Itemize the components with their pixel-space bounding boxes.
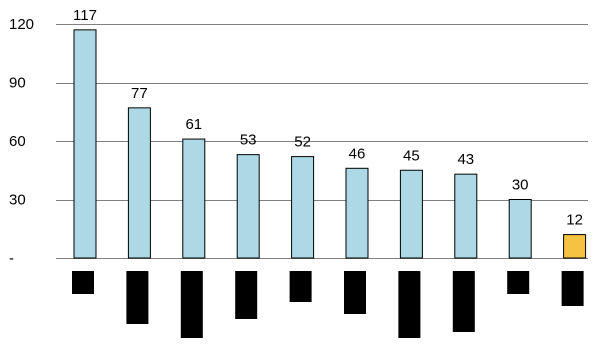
- redacted-category-label: [126, 271, 149, 324]
- bar: [399, 169, 423, 259]
- y-tick-label: 90: [9, 75, 26, 92]
- data-label: 46: [349, 145, 366, 162]
- bar: [508, 199, 532, 259]
- data-label: 52: [294, 134, 311, 151]
- redacted-category-label: [507, 271, 530, 294]
- redacted-category-label: [344, 271, 366, 314]
- redacted-category-label: [72, 271, 94, 294]
- data-label: 12: [566, 212, 583, 229]
- bar: [182, 138, 206, 259]
- redacted-category-label: [235, 271, 258, 319]
- data-label: 30: [512, 177, 529, 194]
- bar: [454, 173, 478, 259]
- bar: [127, 107, 151, 259]
- y-tick-label: 30: [9, 192, 26, 209]
- data-label: 117: [73, 7, 97, 24]
- data-label: 61: [185, 116, 202, 133]
- bar: [236, 154, 260, 259]
- redacted-category-label: [180, 271, 203, 338]
- bar: [73, 29, 97, 259]
- bar: [291, 156, 315, 259]
- bars: [73, 29, 587, 259]
- redacted-category-label: [561, 271, 584, 306]
- y-tick-label: 60: [9, 133, 26, 150]
- y-axis-tick-labels: - 30 60 90 120: [9, 16, 34, 267]
- data-labels: 117 77 61 53 52 46 45 43 30 12: [73, 7, 583, 229]
- y-tick-label: 120: [9, 16, 34, 33]
- data-label: 77: [131, 85, 148, 102]
- data-label: 45: [403, 147, 420, 164]
- bar: [345, 167, 369, 259]
- redacted-category-labels: [72, 271, 584, 338]
- y-tick-label: -: [9, 250, 14, 267]
- redacted-category-label: [398, 271, 421, 338]
- bar: [563, 234, 587, 259]
- redacted-category-label: [289, 271, 312, 302]
- data-label: 53: [240, 132, 257, 149]
- data-label: 43: [457, 151, 474, 168]
- redacted-category-label: [452, 271, 475, 332]
